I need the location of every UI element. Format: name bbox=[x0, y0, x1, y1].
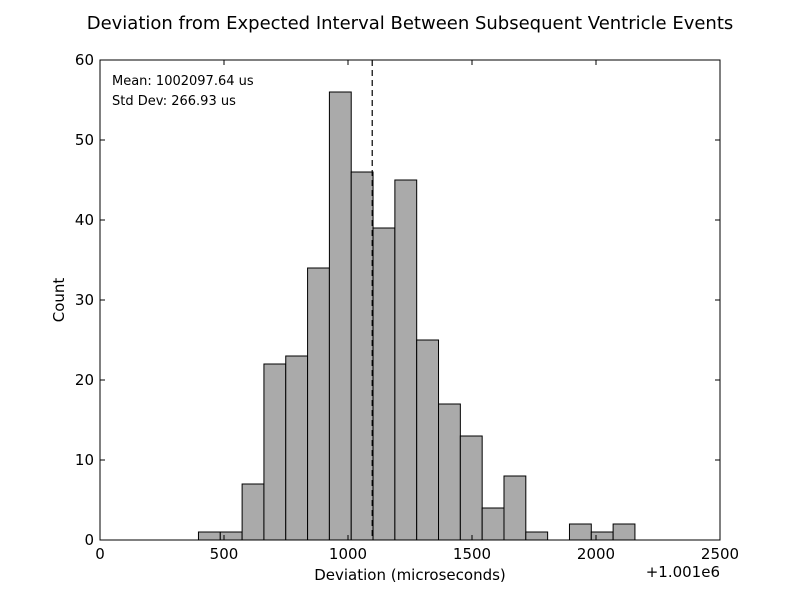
plot-frame bbox=[99, 59, 721, 541]
x-axis-label: Deviation (microseconds) bbox=[314, 566, 506, 584]
annotation-std-dev: Std Dev: 266.93 us bbox=[112, 94, 236, 109]
histogram-bar-13 bbox=[459, 435, 483, 541]
bars-group bbox=[197, 91, 636, 541]
x-axis-offset-label: +1.001e6 bbox=[646, 563, 720, 581]
x-tick-label: 0 bbox=[95, 545, 105, 563]
histogram-bar-8 bbox=[350, 171, 374, 541]
histogram-bar-16 bbox=[525, 531, 549, 541]
histogram-bar-20 bbox=[612, 523, 636, 541]
x-tick-label: 2000 bbox=[577, 545, 615, 563]
histogram-bar-9 bbox=[372, 227, 396, 541]
histogram-bar-10 bbox=[394, 179, 418, 541]
x-tick-label: 2500 bbox=[701, 545, 739, 563]
histogram-bar-4 bbox=[263, 363, 287, 541]
x-tick-label: 1500 bbox=[453, 545, 491, 563]
histogram-bar-15 bbox=[503, 475, 527, 541]
y-axis-label: Count bbox=[50, 278, 68, 323]
y-tick-label: 0 bbox=[84, 531, 94, 549]
chart-title: Deviation from Expected Interval Between… bbox=[87, 13, 734, 34]
histogram-bar-18 bbox=[568, 523, 592, 541]
y-tick-label: 50 bbox=[75, 131, 94, 149]
histogram-bar-5 bbox=[285, 355, 309, 541]
y-tick-label: 10 bbox=[75, 451, 94, 469]
histogram-bar-12 bbox=[438, 403, 461, 541]
ticks-group: 0 500 1000 1500 2000 2500 0 10 20 30 40 50 60 bbox=[75, 51, 739, 563]
x-tick-label: 500 bbox=[210, 545, 239, 563]
y-tick-label: 40 bbox=[75, 211, 94, 229]
histogram-bar-11 bbox=[416, 339, 440, 541]
y-tick-label: 20 bbox=[75, 371, 94, 389]
x-tick-label: 1000 bbox=[329, 545, 367, 563]
histogram-bar-1 bbox=[197, 531, 221, 541]
histogram-bar-7 bbox=[328, 91, 352, 541]
histogram-bar-3 bbox=[241, 483, 265, 541]
y-tick-label: 60 bbox=[75, 51, 94, 69]
histogram-bar-6 bbox=[307, 267, 330, 541]
histogram-bar-19 bbox=[590, 531, 614, 541]
annotation-mean: Mean: 1002097.64 us bbox=[112, 74, 254, 89]
y-tick-label: 30 bbox=[75, 291, 94, 309]
histogram-bar-14 bbox=[481, 507, 505, 541]
